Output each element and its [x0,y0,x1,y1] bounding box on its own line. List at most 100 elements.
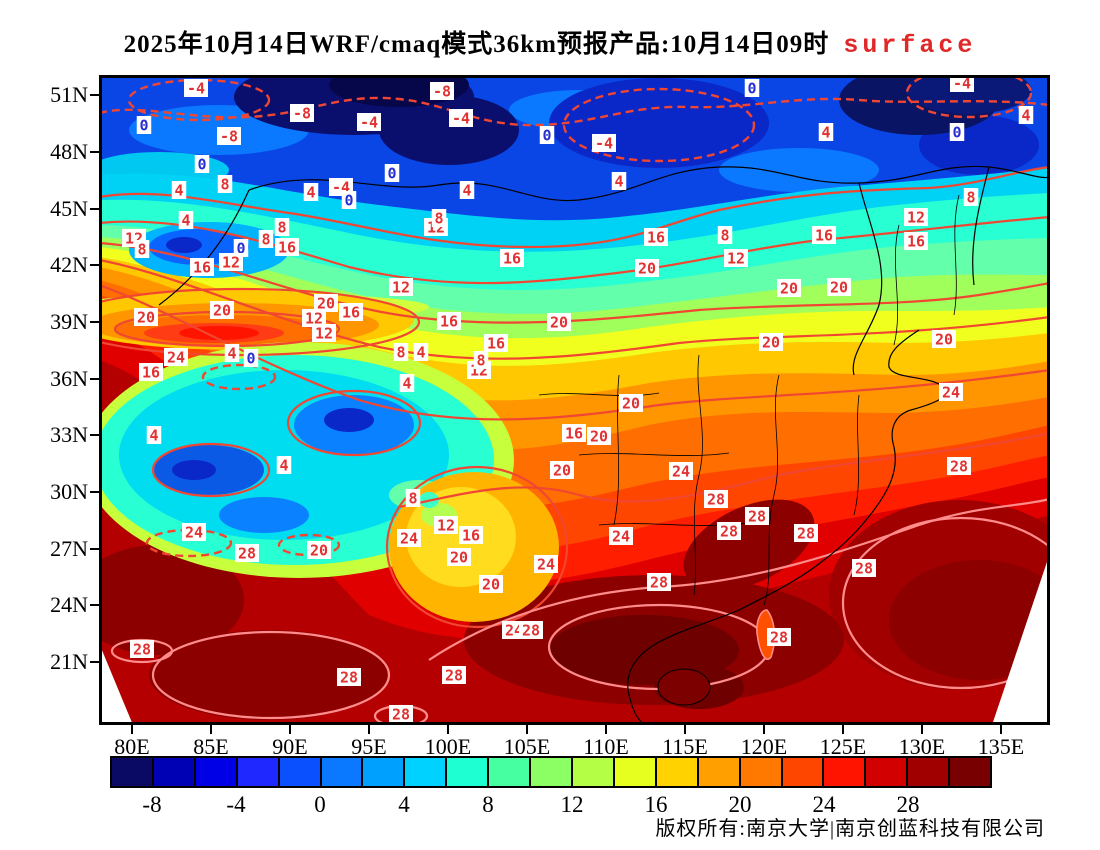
lat-tick [90,604,99,606]
colorbar-tick-16: 16 [644,792,668,817]
contour-label-20: 20 [317,295,335,313]
temperature-colorbar [110,756,992,788]
contour-label--4: -4 [953,75,971,93]
contour-label-28: 28 [950,458,968,476]
contour-label-8: 8 [720,227,729,245]
colorbar-cell [405,758,448,786]
hainan-island [657,668,711,706]
contour-label-16: 16 [647,229,665,247]
contour-label-20: 20 [830,279,848,297]
contour-label-8: 8 [434,210,443,228]
contour-label-20: 20 [553,462,571,480]
contour-label-20: 20 [213,302,231,320]
contour-label-8: 8 [137,241,146,259]
contour-label-20: 20 [137,309,155,327]
lon-label-125E: 125E [819,734,867,759]
colorbar-cell [866,758,909,786]
colorbar-cell [321,758,364,786]
contour-label-12: 12 [907,209,925,227]
lat-label-48N: 48N [50,139,88,164]
copyright-text: 版权所有:南京大学|南京创蓝科技有限公司 [655,818,1045,840]
contour-label-12: 12 [222,254,240,272]
colorbar-tick-8: 8 [482,792,494,817]
contour-label-8: 8 [396,344,405,362]
contour-label--4: -4 [595,135,613,153]
contour-label-24: 24 [167,349,185,367]
lat-tick [90,264,99,266]
lon-label-105E: 105E [503,734,551,759]
lat-tick [90,378,99,380]
figure-title-text: 2025年10月14日WRF/cmaq模式36km预报产品:10月14日09时 [123,31,830,58]
lon-label-95E: 95E [351,734,387,759]
colorbar-cell [824,758,867,786]
contour-label-4: 4 [306,184,315,202]
contour-label--4: -4 [452,110,470,128]
lon-tick [131,725,133,734]
contour-label-20: 20 [780,280,798,298]
contour-label-0: 0 [246,350,255,368]
lat-tick [90,208,99,210]
contour-label-28: 28 [707,491,725,509]
contour-label-12: 12 [392,279,410,297]
contour-label-20: 20 [762,334,780,352]
contour-label-0: 0 [236,240,245,258]
colorbar-tick--8: -8 [142,792,162,817]
lat-tick [90,661,99,663]
contour-label-28: 28 [797,525,815,543]
lon-tick [842,725,844,734]
contour-label-24: 24 [942,384,960,402]
lat-tick [90,94,99,96]
lon-tick [605,725,607,734]
contour-label-4: 4 [416,344,425,362]
lon-label-135E: 135E [977,734,1025,759]
contour-label-4: 4 [614,173,623,191]
colorbar-cell [740,758,783,786]
contour-label-28: 28 [340,669,358,687]
contour-label-24: 24 [400,530,418,548]
contour-label-28: 28 [720,523,738,541]
colorbar-cell [782,758,825,786]
lon-tick [763,725,765,734]
contour-label-8: 8 [220,176,229,194]
colorbar-cell [153,758,196,786]
contour-label--4: -4 [187,80,205,98]
contour-label-12: 12 [315,325,333,343]
colorbar-cell [237,758,280,786]
contour-label-16: 16 [907,233,925,251]
lon-label-130E: 130E [898,734,946,759]
contour-label-4: 4 [149,427,158,445]
contour-label-16: 16 [278,239,296,257]
colorbar-cell [950,758,991,786]
contour-label-24: 24 [672,463,690,481]
contour-label-28: 28 [770,629,788,647]
contour-label-0: 0 [542,127,551,145]
colorbar-tick-28: 28 [896,792,920,817]
lon-tick [210,725,212,734]
contour-label-20: 20 [310,542,328,560]
lat-label-51N: 51N [50,82,88,107]
contour-label-28: 28 [748,508,766,526]
colorbar-cell [363,758,406,786]
contour-label-4: 4 [1021,107,1030,125]
contour-label-4: 4 [174,182,183,200]
contour-label-0: 0 [387,165,396,183]
contour-label-8: 8 [277,219,286,237]
contour-label-4: 4 [279,457,288,475]
contour-label-12: 12 [305,310,323,328]
contour-label-0: 0 [139,117,148,135]
contour-label-4: 4 [181,212,190,230]
contour-label-16: 16 [503,250,521,268]
contour-label-0: 0 [197,156,206,174]
contour-label-16: 16 [193,259,211,277]
contour-label-16: 16 [487,335,505,353]
colorbar-cell [279,758,322,786]
colorbar-tick--4: -4 [226,792,246,817]
lon-tick [289,725,291,734]
contour-label-20: 20 [550,314,568,332]
country-borders [158,165,1050,725]
lat-label-21N: 21N [50,649,88,674]
colorbar-cell [656,758,699,786]
